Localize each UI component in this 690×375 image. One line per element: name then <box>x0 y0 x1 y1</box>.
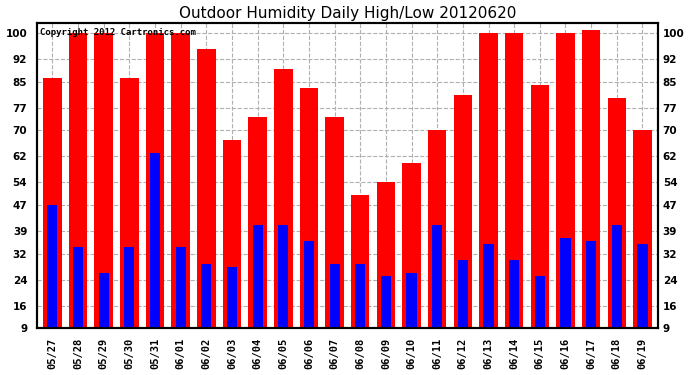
Bar <box>176 247 186 328</box>
Bar <box>197 49 215 328</box>
Bar <box>484 244 493 328</box>
Bar <box>531 85 549 328</box>
Bar <box>560 237 571 328</box>
Bar <box>304 241 314 328</box>
Bar <box>274 69 293 328</box>
Bar <box>556 33 575 328</box>
Bar <box>582 30 600 328</box>
Text: Copyright 2012 Cartronics.com: Copyright 2012 Cartronics.com <box>40 28 196 37</box>
Bar <box>95 33 113 328</box>
Bar <box>48 205 57 328</box>
Bar <box>171 33 190 328</box>
Bar <box>406 273 417 328</box>
Bar <box>638 244 647 328</box>
Bar <box>120 78 139 328</box>
Bar <box>124 247 135 328</box>
Bar <box>326 117 344 328</box>
Bar <box>73 247 83 328</box>
Bar <box>428 130 446 328</box>
Bar <box>509 260 520 328</box>
Bar <box>633 130 651 328</box>
Bar <box>432 225 442 328</box>
Bar <box>377 182 395 328</box>
Bar <box>150 153 160 328</box>
Bar <box>505 33 524 328</box>
Bar <box>248 117 267 328</box>
Bar <box>535 276 545 328</box>
Bar <box>330 264 339 328</box>
Bar <box>99 273 109 328</box>
Bar <box>223 140 241 328</box>
Bar <box>612 225 622 328</box>
Bar <box>278 225 288 328</box>
Bar <box>608 98 626 328</box>
Bar <box>201 264 211 328</box>
Bar <box>299 88 318 328</box>
Bar <box>43 78 61 328</box>
Bar <box>227 267 237 328</box>
Bar <box>146 33 164 328</box>
Title: Outdoor Humidity Daily High/Low 20120620: Outdoor Humidity Daily High/Low 20120620 <box>179 6 516 21</box>
Bar <box>381 276 391 328</box>
Bar <box>355 264 365 328</box>
Bar <box>457 260 468 328</box>
Bar <box>402 163 421 328</box>
Bar <box>480 33 497 328</box>
Bar <box>586 241 596 328</box>
Bar <box>253 225 263 328</box>
Bar <box>351 195 369 328</box>
Bar <box>453 94 472 328</box>
Bar <box>69 33 88 328</box>
